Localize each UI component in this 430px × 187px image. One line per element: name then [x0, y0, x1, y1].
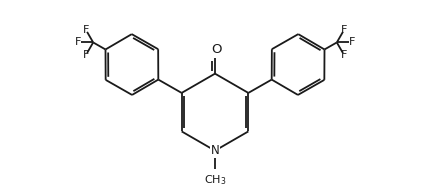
- Text: CH$_3$: CH$_3$: [204, 173, 226, 187]
- Text: F: F: [75, 37, 82, 47]
- Text: F: F: [341, 25, 347, 35]
- Text: O: O: [211, 43, 221, 56]
- Text: N: N: [211, 144, 219, 157]
- Text: F: F: [83, 50, 89, 60]
- Text: F: F: [341, 50, 347, 60]
- Text: F: F: [83, 25, 89, 35]
- Text: F: F: [349, 37, 355, 47]
